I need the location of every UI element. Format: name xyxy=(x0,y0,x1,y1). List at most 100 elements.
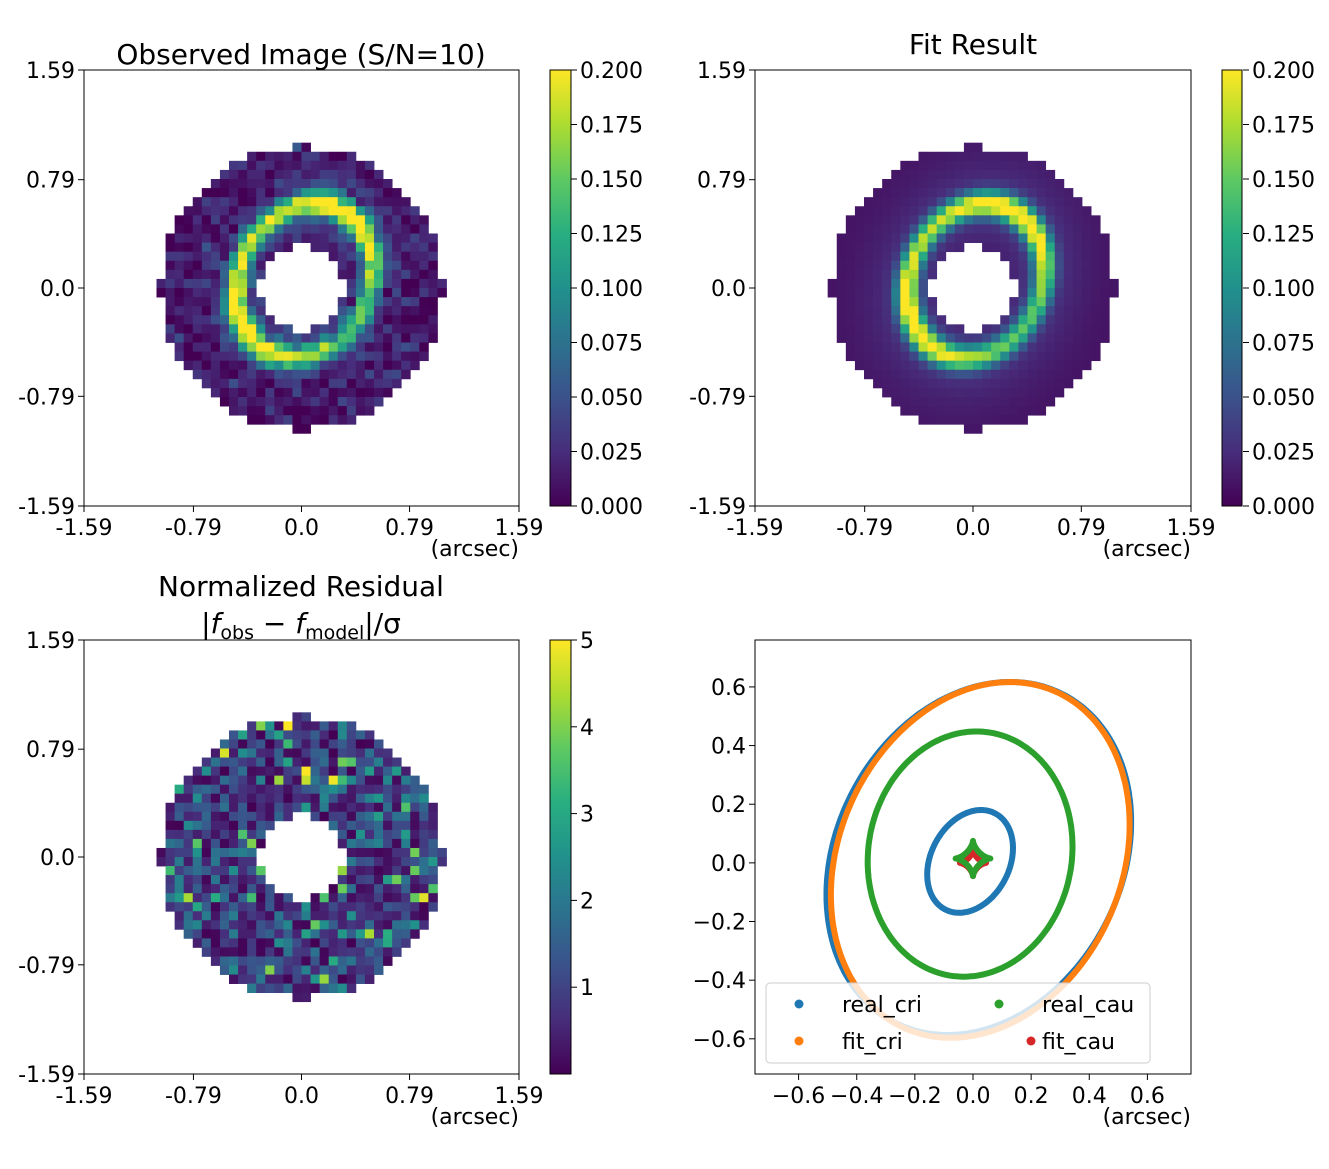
heatmap-cell xyxy=(274,215,284,225)
heatmap-cell xyxy=(401,288,411,298)
heatmap-cell xyxy=(873,369,883,380)
heatmap-cell xyxy=(301,802,311,813)
heatmap-cell xyxy=(165,857,176,867)
heatmap-cell xyxy=(238,179,248,189)
heatmap-cell xyxy=(882,297,892,307)
heatmap-cell xyxy=(927,215,938,225)
heatmap-cell xyxy=(1045,251,1056,262)
heatmap-cell xyxy=(256,251,266,262)
heatmap-cell xyxy=(337,406,348,416)
heatmap-cell xyxy=(374,315,384,325)
heatmap-cell xyxy=(401,829,411,840)
heatmap-cell xyxy=(192,911,203,921)
heatmap-cell xyxy=(383,893,393,903)
heatmap-cell xyxy=(410,306,420,316)
heatmap-cell xyxy=(392,324,402,334)
heatmap-cell xyxy=(301,902,311,912)
heatmap-cell xyxy=(310,397,321,407)
heatmap-cell xyxy=(229,360,239,371)
heatmap-cell xyxy=(283,224,293,234)
heatmap-cell xyxy=(174,811,185,822)
heatmap-cell xyxy=(301,938,311,948)
heatmap-cell xyxy=(1036,215,1047,225)
heatmap-cell xyxy=(274,360,284,371)
heatmap-cell xyxy=(292,920,302,930)
heatmap-cell xyxy=(355,224,366,234)
heatmap-cell xyxy=(292,974,302,984)
heatmap-cell xyxy=(219,342,230,352)
heatmap-cell xyxy=(247,739,257,749)
heatmap-cell xyxy=(900,233,910,243)
heatmap-cell xyxy=(364,179,375,189)
heatmap-cell xyxy=(265,730,275,740)
heatmap-cell xyxy=(1018,378,1028,389)
heatmap-cell xyxy=(201,766,212,777)
heatmap-cell xyxy=(1036,351,1047,362)
heatmap-cell xyxy=(1063,197,1074,207)
heatmap-cell xyxy=(401,938,411,948)
heatmap-cell xyxy=(428,866,438,876)
heatmap-cell xyxy=(419,820,429,831)
heatmap-cell xyxy=(165,847,176,858)
heatmap-cell xyxy=(328,929,339,939)
heatmap-cell xyxy=(201,884,212,894)
heatmap-cell xyxy=(364,893,375,903)
heatmap-cell xyxy=(845,297,856,307)
heatmap-cell xyxy=(292,793,302,804)
heatmap-cell xyxy=(274,938,284,948)
heatmap-cell xyxy=(1036,278,1047,289)
heatmap-cell xyxy=(201,197,212,207)
heatmap-cell xyxy=(192,269,203,280)
heatmap-cell xyxy=(183,784,194,795)
heatmap-cell xyxy=(973,424,983,434)
heatmap-cell xyxy=(292,721,302,731)
heatmap-cell xyxy=(355,911,366,921)
heatmap-cell xyxy=(301,947,311,957)
heatmap-cell xyxy=(428,802,438,813)
heatmap-cell xyxy=(201,757,212,767)
heatmap-cell xyxy=(1072,251,1083,262)
heatmap-cell xyxy=(854,333,865,343)
heatmap-cell xyxy=(337,188,348,198)
heatmap-cell xyxy=(319,387,330,398)
heatmap-cell xyxy=(1000,206,1010,216)
heatmap-cell xyxy=(247,965,257,975)
heatmap-cell xyxy=(383,188,393,198)
heatmap-cell xyxy=(355,315,366,325)
heatmap-cell xyxy=(301,197,311,207)
heatmap-cell xyxy=(201,938,212,948)
heatmap-cell xyxy=(1063,333,1074,343)
heatmap-cell xyxy=(355,233,366,243)
heatmap-cell xyxy=(310,242,321,253)
heatmap-cell xyxy=(174,297,185,307)
heatmap-cell xyxy=(174,233,185,243)
heatmap-cell xyxy=(963,369,974,380)
heatmap-cell xyxy=(374,811,384,822)
heatmap-cell xyxy=(954,197,965,207)
heatmap-cell xyxy=(1063,206,1074,216)
heatmap-cell xyxy=(301,766,311,777)
heatmap-cell xyxy=(1009,251,1019,262)
heatmap-cell xyxy=(864,369,874,380)
heatmap-cell xyxy=(891,269,901,280)
heatmap-cell xyxy=(165,269,176,280)
heatmap-cell xyxy=(210,847,221,858)
heatmap-cell xyxy=(918,297,928,307)
heatmap-cell xyxy=(355,369,366,380)
heatmap-cell xyxy=(419,215,429,225)
heatmap-cell xyxy=(165,306,176,316)
heatmap-cell xyxy=(945,224,956,234)
heatmap-cell xyxy=(383,902,393,912)
heatmap-cell xyxy=(210,360,221,371)
heatmap-cell xyxy=(265,820,275,831)
heatmap-cell xyxy=(374,169,384,180)
heatmap-cell xyxy=(392,378,402,389)
heatmap-cell xyxy=(310,415,321,425)
heatmap-cell xyxy=(364,342,375,352)
heatmap-cell xyxy=(1091,278,1101,289)
heatmap-cell xyxy=(274,197,284,207)
heatmap-cell xyxy=(374,360,384,371)
heatmap-cell xyxy=(247,775,257,786)
colorbar-tick-label: 3 xyxy=(580,803,594,828)
curves-axis-ticks: −0.6 −0.4 −0.2 0.0 0.2 0.4 0.60.60.40.20.0−0.2… xyxy=(693,676,1165,1109)
